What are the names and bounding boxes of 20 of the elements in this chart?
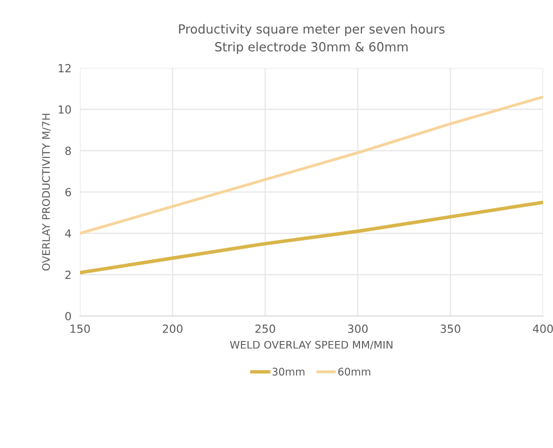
y-axis-title: OVERLAY PRODUCTIVITY M/7H <box>42 114 51 271</box>
y-tick-label: 12 <box>58 64 71 72</box>
y-tick-label: 10 <box>58 105 71 114</box>
chart-title: Productivity square meter per seven hours Strip electrode 30mm & 60mm <box>179 24 445 54</box>
x-tick-label: 150 <box>70 324 90 333</box>
legend-label: 30mm <box>272 368 304 376</box>
y-tick-label: 0 <box>65 312 71 320</box>
legend-label: 60mm <box>338 368 370 376</box>
x-tick-label: 250 <box>255 324 276 333</box>
y-tick-label: 4 <box>65 229 72 238</box>
line-series <box>80 200 543 274</box>
y-tick-label: 6 <box>65 188 71 196</box>
x-tick-label: 200 <box>162 324 182 333</box>
y-tick-label: 2 <box>65 270 71 279</box>
x-tick-label: 300 <box>348 324 368 333</box>
x-axis-title: WELD OVERLAY SPEED MM/MIN <box>230 340 392 350</box>
y-tick-label: 8 <box>65 146 71 156</box>
x-tick-label: 350 <box>440 324 460 333</box>
line-series <box>80 96 543 235</box>
x-tick-label: 400 <box>532 324 553 333</box>
